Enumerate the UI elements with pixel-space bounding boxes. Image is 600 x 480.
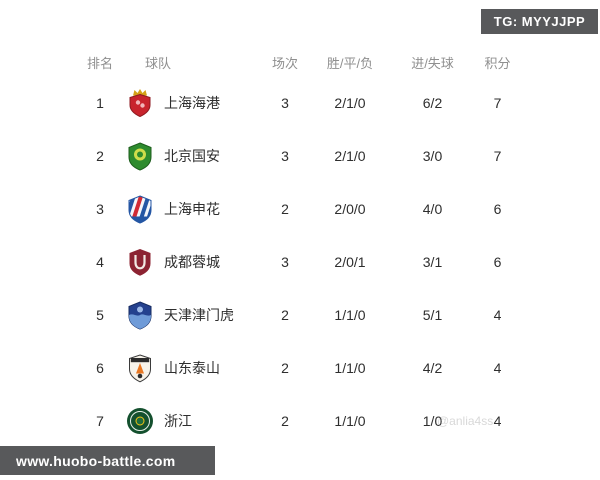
goals-cell: 3/1 — [422, 253, 443, 270]
played-cell: 3 — [281, 94, 289, 111]
header-played: 场次 — [271, 55, 298, 71]
goals-cell: 4/2 — [422, 359, 443, 376]
points-cell: 6 — [493, 253, 502, 270]
points-cell: 6 — [493, 200, 502, 217]
team-name: 上海申花 — [164, 200, 220, 217]
team-name: 浙江 — [164, 412, 192, 429]
table-row[interactable]: 3 上海申花 2 2/0/0 4/0 6 — [60, 182, 540, 235]
goals-cell: 3/0 — [422, 147, 443, 164]
points-cell: 7 — [493, 147, 502, 164]
played-cell: 2 — [281, 412, 289, 429]
chengdu-rongcheng-logo-icon — [125, 247, 155, 277]
team-name: 成都蓉城 — [164, 253, 220, 270]
played-cell: 3 — [281, 253, 289, 270]
table-row[interactable]: 6 山东泰山 2 1/1/0 4/2 4 — [60, 341, 540, 394]
table-row[interactable]: 7 浙江 2 1/1/0 1/0 4 — [60, 394, 540, 447]
team-cell: 北京国安 — [125, 141, 255, 171]
team-name: 天津津门虎 — [164, 306, 234, 323]
tianjin-jinmen-tiger-logo-icon — [125, 300, 155, 330]
team-cell: 上海申花 — [125, 194, 255, 224]
team-name: 山东泰山 — [164, 359, 220, 376]
team-name: 上海海港 — [164, 94, 220, 111]
site-watermark-badge: www.huobo-battle.com — [0, 446, 215, 475]
goals-cell: 1/0 — [422, 412, 443, 429]
team-cell: 上海海港 — [125, 88, 255, 118]
header-points: 积分 — [484, 55, 511, 71]
header-goals: 进/失球 — [411, 55, 454, 71]
header-wdl: 胜/平/负 — [326, 55, 374, 71]
points-cell: 4 — [493, 412, 502, 429]
rank-cell: 2 — [96, 147, 104, 164]
points-cell: 4 — [493, 359, 502, 376]
table-header-row: 排名 球队 场次 胜/平/负 进/失球 积分 — [60, 48, 540, 76]
league-standings-table: 排名 球队 场次 胜/平/负 进/失球 积分 1 上海海港 3 2/1/0 6/… — [60, 48, 540, 447]
rank-cell: 5 — [96, 306, 104, 323]
zhejiang-logo-icon — [125, 406, 155, 436]
team-cell: 山东泰山 — [125, 353, 255, 383]
shanghai-port-logo-icon — [125, 88, 155, 118]
rank-cell: 7 — [96, 412, 104, 429]
beijing-guoan-logo-icon — [125, 141, 155, 171]
rank-cell: 3 — [96, 200, 104, 217]
team-cell: 浙江 — [125, 406, 255, 436]
wdl-cell: 2/1/0 — [334, 147, 366, 164]
wdl-cell: 1/1/0 — [334, 359, 366, 376]
table-row[interactable]: 1 上海海港 3 2/1/0 6/2 7 — [60, 76, 540, 129]
played-cell: 2 — [281, 200, 289, 217]
goals-cell: 6/2 — [422, 94, 443, 111]
team-cell: 成都蓉城 — [125, 247, 255, 277]
wdl-cell: 2/0/0 — [334, 200, 366, 217]
points-cell: 4 — [493, 306, 502, 323]
rank-cell: 4 — [96, 253, 104, 270]
wdl-cell: 1/1/0 — [334, 306, 366, 323]
header-team: 球队 — [145, 55, 172, 71]
table-row[interactable]: 2 北京国安 3 2/1/0 3/0 7 — [60, 129, 540, 182]
played-cell: 2 — [281, 306, 289, 323]
table-row[interactable]: 5 天津津门虎 2 1/1/0 5/1 4 — [60, 288, 540, 341]
points-cell: 7 — [493, 94, 502, 111]
rank-cell: 6 — [96, 359, 104, 376]
table-body: 1 上海海港 3 2/1/0 6/2 7 2 北京国安 3 2/1/0 3/0 … — [60, 76, 540, 447]
played-cell: 2 — [281, 359, 289, 376]
goals-cell: 5/1 — [422, 306, 443, 323]
team-name: 北京国安 — [164, 147, 220, 164]
shanghai-shenhua-logo-icon — [125, 194, 155, 224]
repost-watermark: @anlia4ss — [437, 414, 494, 428]
table-row[interactable]: 4 成都蓉城 3 2/0/1 3/1 6 — [60, 235, 540, 288]
shandong-taishan-logo-icon — [125, 353, 155, 383]
played-cell: 3 — [281, 147, 289, 164]
wdl-cell: 1/1/0 — [334, 412, 366, 429]
goals-cell: 4/0 — [422, 200, 443, 217]
wdl-cell: 2/1/0 — [334, 94, 366, 111]
header-rank: 排名 — [86, 55, 113, 71]
tg-watermark-badge: TG: MYYJJPP — [481, 9, 598, 34]
team-cell: 天津津门虎 — [125, 300, 255, 330]
wdl-cell: 2/0/1 — [334, 253, 366, 270]
rank-cell: 1 — [96, 94, 104, 111]
